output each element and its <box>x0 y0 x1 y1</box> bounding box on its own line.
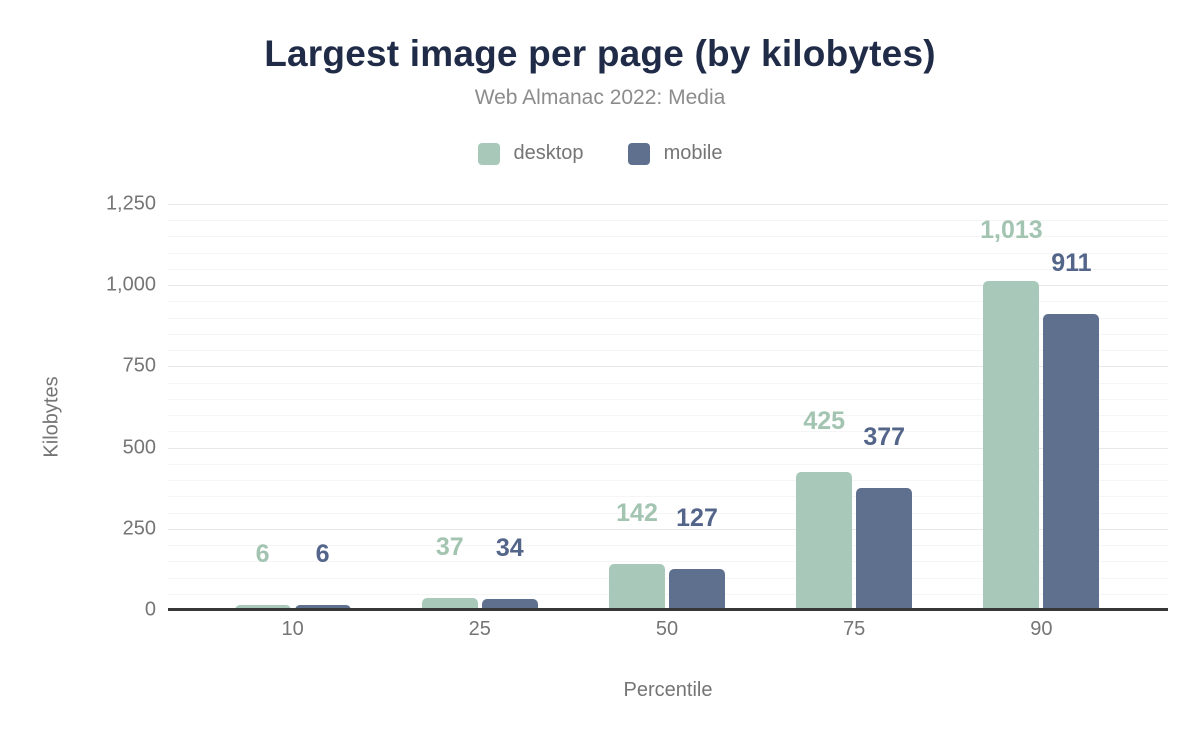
gridline-minor <box>168 333 1168 335</box>
gridline-major <box>168 366 1168 368</box>
y-axis-tick-label: 250 <box>122 517 156 540</box>
gridline-minor <box>168 512 1168 514</box>
x-axis-tick-label: 75 <box>843 618 866 640</box>
value-label-mobile-p10: 6 <box>315 540 330 568</box>
bar-desktop-p25[interactable] <box>421 598 478 610</box>
gridline-minor <box>168 463 1168 465</box>
x-axis-tick-label: 10 <box>281 618 304 640</box>
gridline-minor <box>168 398 1168 400</box>
y-axis-labels: 0 250 500 750 1,000 1,250 <box>0 193 156 621</box>
bar-mobile-p75[interactable] <box>856 488 913 610</box>
gridline-major <box>168 528 1168 530</box>
gridline-major <box>168 285 1168 287</box>
legend-label-mobile: mobile <box>663 142 723 164</box>
value-label-desktop-p90: 1,013 <box>980 216 1043 244</box>
value-label-mobile-p75: 377 <box>863 423 906 451</box>
legend-swatch-desktop-icon <box>477 142 500 165</box>
gridline-minor <box>168 496 1168 498</box>
y-axis-tick-label: 500 <box>122 436 156 459</box>
value-label-desktop-p10: 6 <box>255 540 270 568</box>
bar-mobile-p25[interactable] <box>481 599 538 610</box>
gridline-minor <box>168 431 1168 433</box>
x-axis-tick-label: 50 <box>655 618 679 640</box>
x-axis-tick-label: 90 <box>1030 618 1053 640</box>
y-axis-tick-label: 1,250 <box>105 192 156 215</box>
legend-label-desktop: desktop <box>513 142 584 164</box>
bar-mobile-p10[interactable] <box>294 605 351 610</box>
gridline-minor <box>168 350 1168 352</box>
gridline-minor <box>168 301 1168 303</box>
y-axis-tick-label: 0 <box>144 598 156 621</box>
value-label-desktop-p50: 142 <box>616 499 658 527</box>
gridline-minor <box>168 480 1168 482</box>
bar-mobile-p90[interactable] <box>1043 314 1100 610</box>
bar-desktop-p75[interactable] <box>796 472 853 610</box>
value-label-mobile-p90: 911 <box>1051 249 1092 277</box>
legend-swatch-mobile-icon <box>627 142 650 165</box>
gridline-minor <box>168 382 1168 384</box>
x-axis-labels: 10 25 50 75 90 <box>168 618 1168 646</box>
gridline-minor <box>168 577 1168 579</box>
bar-desktop-p50[interactable] <box>609 564 665 610</box>
x-axis-title: Percentile <box>623 679 713 701</box>
gridline-minor <box>168 236 1168 238</box>
gridline-minor <box>168 220 1168 222</box>
legend: desktop mobile <box>0 142 1200 165</box>
gridline-minor <box>168 561 1168 563</box>
bar-desktop-p90[interactable] <box>983 281 1040 610</box>
x-axis-line <box>168 608 1168 611</box>
chart-title: Largest image per page (by kilobytes) <box>264 33 936 74</box>
bar-mobile-p50[interactable] <box>669 569 725 610</box>
value-label-desktop-p25: 37 <box>435 533 464 561</box>
value-label-mobile-p50: 127 <box>676 504 718 532</box>
y-axis-tick-label: 750 <box>122 354 156 377</box>
legend-item-mobile[interactable]: mobile <box>627 142 723 165</box>
x-axis-tick-label: 25 <box>468 618 491 640</box>
legend-item-desktop[interactable]: desktop <box>477 142 584 165</box>
gridline-minor <box>168 317 1168 319</box>
gridline-major <box>168 204 1168 205</box>
bar-desktop-p10[interactable] <box>234 605 291 610</box>
y-axis-tick-label: 1,000 <box>105 273 156 296</box>
gridline-minor <box>168 252 1168 254</box>
plot-area: 6 6 37 34 142 127 425 377 1,013 911 <box>168 204 1168 611</box>
value-label-mobile-p25: 34 <box>495 534 524 562</box>
gridline-minor <box>168 415 1168 417</box>
chart-subtitle: Web Almanac 2022: Media <box>474 86 726 109</box>
gridline-major <box>168 447 1168 449</box>
gridline-minor <box>168 593 1168 595</box>
gridline-minor <box>168 268 1168 270</box>
gridline-minor <box>168 545 1168 547</box>
value-label-desktop-p75: 425 <box>803 407 846 435</box>
